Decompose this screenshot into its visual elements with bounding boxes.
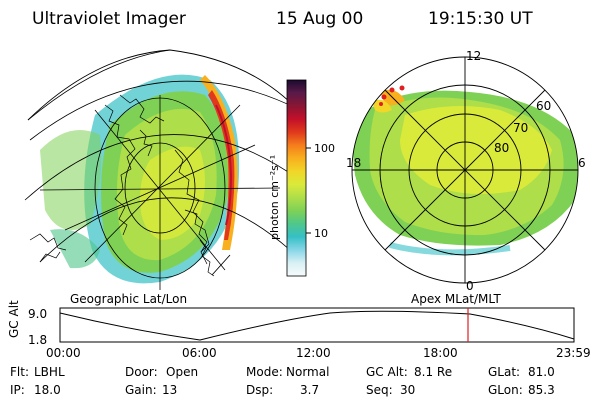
map-outline: [27, 49, 299, 276]
altitude-plot: GC Alt 9.0 1.8 00:00 06:00 12:00 18:00 2…: [7, 300, 591, 360]
mlt-label-6: 6: [578, 156, 586, 170]
status-mode-label: Mode:: [246, 365, 283, 379]
mlt-label-12: 12: [466, 49, 481, 63]
status-mode-value: Normal: [286, 365, 329, 379]
altitude-xtick-1800: 18:00: [423, 346, 458, 360]
status-gain-label: Gain:: [125, 383, 157, 397]
status-flt-value: LBHL: [34, 365, 65, 379]
red-spots: [379, 85, 405, 106]
status-ip-value: 18.0: [34, 383, 61, 397]
status-glon-value: 85.3: [528, 383, 555, 397]
altitude-plot-frame: [59, 307, 575, 343]
colorbar: 100 10 photon cm⁻²s⁻¹: [268, 79, 335, 277]
status-ip-label: IP:: [10, 383, 25, 397]
status-glat-label: GLat:: [488, 365, 520, 379]
coastlines: [29, 94, 215, 277]
image-time: 19:15:30 UT: [428, 9, 533, 29]
status-door-label: Door:: [125, 365, 158, 379]
altitude-curve: [59, 310, 575, 341]
right-panel-caption: Apex MLat/MLT: [411, 292, 501, 306]
lat-label-60: 60: [536, 99, 551, 113]
lat-label-80: 80: [494, 141, 509, 155]
status-dsp-value: 3.7: [300, 383, 319, 397]
status-glon-label: GLon:: [488, 383, 523, 397]
mlt-polar-panel: 12 18 6 0 60 70 80 Apex MLat/MLT: [346, 49, 586, 306]
status-seq-value: 30: [400, 383, 415, 397]
colorbar-unit-label: photon cm⁻²s⁻¹: [268, 155, 281, 240]
altitude-ytick-max: 9.0: [28, 307, 47, 321]
left-panel-caption: Geographic Lat/Lon: [70, 292, 187, 306]
status-gcalt-label: GC Alt:: [366, 365, 408, 379]
geographic-grid: [24, 49, 301, 290]
colorbar-scale: [286, 79, 307, 277]
status-gain-value: 13: [162, 383, 177, 397]
colorbar-tick-10: 10: [314, 227, 328, 240]
geographic-aurora-image: [40, 74, 240, 284]
altitude-xtick-0600: 06:00: [182, 346, 217, 360]
status-seq-label: Seq:: [366, 383, 393, 397]
geographic-map-panel: Geographic Lat/Lon: [24, 49, 301, 306]
status-door-value: Open: [166, 365, 198, 379]
altitude-ytick-min: 1.8: [28, 333, 47, 347]
status-panel: Flt: LBHL Door: Open Mode: Normal GC Alt…: [10, 365, 555, 397]
altitude-xtick-1200: 12:00: [296, 346, 331, 360]
lat-label-70: 70: [513, 121, 528, 135]
status-glat-value: 81.0: [528, 365, 555, 379]
instrument-title: Ultraviolet Imager: [32, 9, 186, 29]
mlt-label-0: 0: [466, 279, 474, 293]
polar-grid: [351, 56, 579, 284]
altitude-xtick-2359: 23:59: [556, 346, 591, 360]
status-dsp-label: Dsp:: [246, 383, 273, 397]
image-date: 15 Aug 00: [276, 9, 363, 29]
status-flt-label: Flt:: [10, 365, 29, 379]
altitude-ylabel: GC Alt: [7, 300, 21, 338]
altitude-xtick-0000: 00:00: [46, 346, 81, 360]
status-gcalt-value: 8.1 Re: [414, 365, 452, 379]
mlt-label-18: 18: [346, 156, 361, 170]
colorbar-tick-100: 100: [314, 142, 335, 155]
